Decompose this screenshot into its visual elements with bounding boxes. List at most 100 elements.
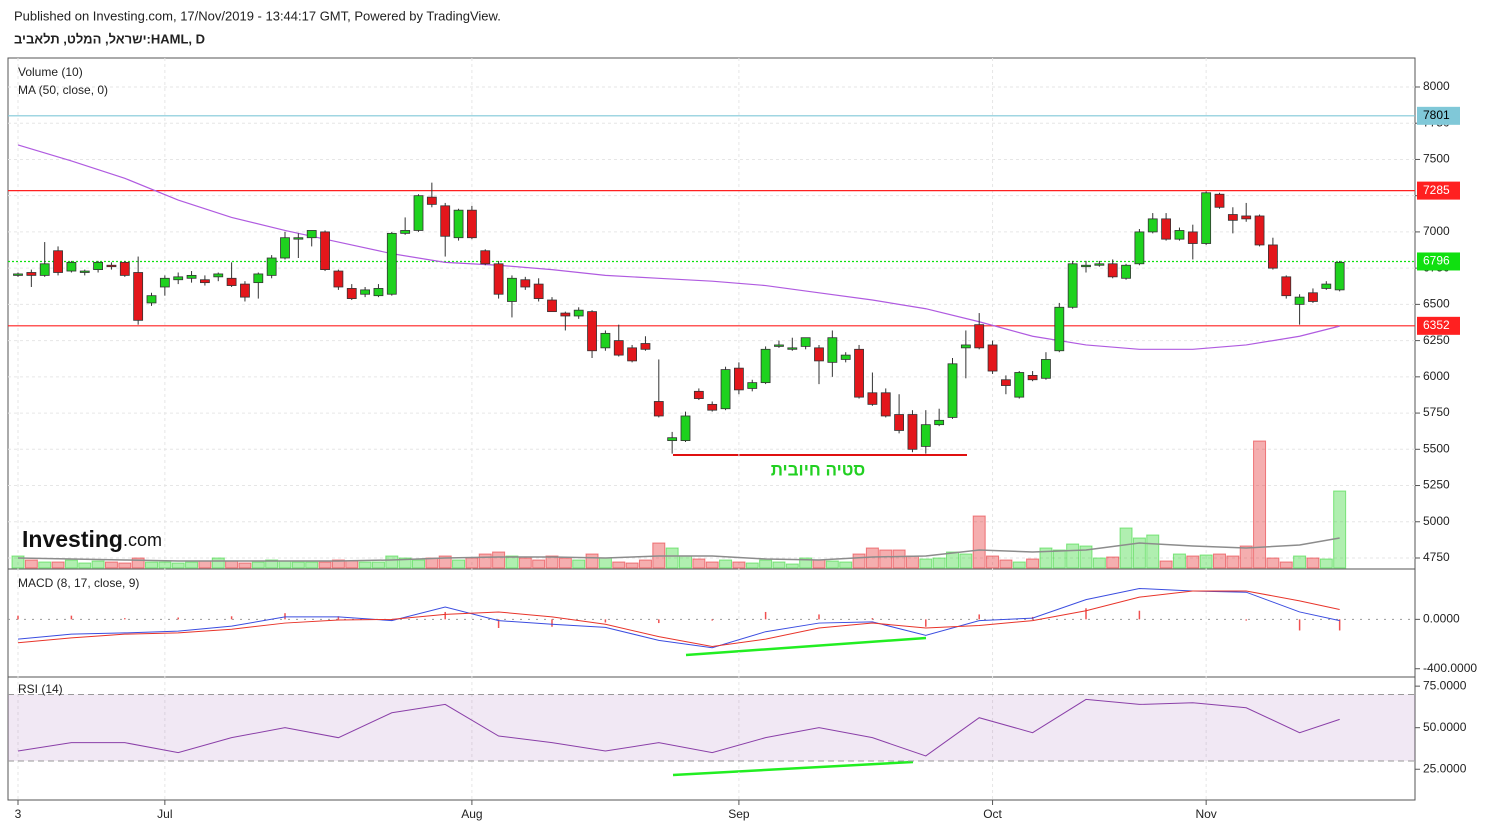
volume-bar bbox=[986, 555, 1000, 569]
volume-bar bbox=[1333, 490, 1347, 569]
volume-bar bbox=[412, 559, 425, 569]
pane-title: MACD (8, 17, close, 9) bbox=[18, 576, 139, 590]
volume-bar bbox=[999, 559, 1013, 569]
volume-bar bbox=[305, 561, 319, 569]
volume-bar bbox=[825, 560, 839, 569]
volume-bar bbox=[291, 561, 305, 569]
volume-bar bbox=[1026, 558, 1040, 569]
volume-bar bbox=[1119, 527, 1133, 569]
volume-bar bbox=[358, 561, 372, 569]
candle-body bbox=[1294, 296, 1305, 305]
volume-bar bbox=[158, 561, 172, 569]
volume-bar bbox=[1266, 557, 1280, 569]
candle-body bbox=[360, 289, 371, 295]
rsi-line bbox=[17, 698, 1340, 757]
volume-bar bbox=[425, 557, 439, 569]
volume-bar bbox=[705, 561, 719, 569]
candle-body bbox=[186, 274, 197, 279]
rsi-band bbox=[8, 694, 1415, 761]
candle-body bbox=[560, 312, 571, 317]
candle-body bbox=[53, 250, 63, 273]
volume-bar bbox=[692, 558, 706, 569]
volume-bar bbox=[745, 562, 759, 569]
candle-body bbox=[960, 344, 971, 349]
candle-body bbox=[1308, 292, 1318, 302]
volume-bar bbox=[238, 562, 252, 569]
volume-bar bbox=[331, 559, 345, 569]
candle-body bbox=[306, 230, 317, 239]
candle-body bbox=[346, 288, 357, 299]
volume-bar bbox=[278, 560, 292, 569]
volume-bar bbox=[905, 555, 919, 569]
candle-body bbox=[613, 340, 624, 356]
volume-bar bbox=[665, 547, 679, 569]
y-tick-label: 5000 bbox=[1423, 514, 1450, 528]
candle-body bbox=[1227, 214, 1238, 221]
x-tick-label: Aug bbox=[461, 807, 482, 821]
volume-bar bbox=[946, 551, 959, 569]
candle-body bbox=[533, 283, 544, 299]
volume-bar bbox=[198, 560, 212, 569]
candle-body bbox=[93, 261, 103, 270]
level-badge-label: 7285 bbox=[1423, 183, 1450, 197]
volume-bar bbox=[892, 549, 906, 569]
logo-suffix: .com bbox=[123, 530, 162, 550]
x-tick-label: Nov bbox=[1195, 807, 1216, 821]
volume-bar bbox=[131, 557, 145, 569]
volume-bar bbox=[211, 557, 225, 569]
volume-bar bbox=[919, 558, 933, 569]
candle-body bbox=[1001, 379, 1011, 386]
candle-body bbox=[787, 347, 798, 350]
candle-body bbox=[13, 273, 23, 276]
level-badge-label: 6352 bbox=[1423, 318, 1450, 332]
candle-body bbox=[1081, 264, 1091, 268]
candle-body bbox=[426, 196, 437, 205]
candle-body bbox=[440, 205, 451, 237]
volume-bar bbox=[719, 559, 733, 569]
y-tick-label: 75.0000 bbox=[1423, 678, 1467, 692]
volume-bar bbox=[51, 561, 65, 569]
volume-bar bbox=[24, 559, 38, 569]
candle-body bbox=[400, 230, 411, 234]
y-tick-label: 0.0000 bbox=[1423, 612, 1460, 626]
volume-bar bbox=[478, 553, 492, 569]
logo: Investing.com bbox=[22, 526, 162, 552]
candle-body bbox=[507, 277, 517, 302]
volume-bar bbox=[865, 547, 879, 569]
y-tick-label: 6250 bbox=[1423, 333, 1450, 347]
volume-bar bbox=[1052, 549, 1066, 569]
candle-body bbox=[707, 403, 718, 411]
candle-body bbox=[907, 414, 918, 450]
volume-bar bbox=[1319, 558, 1333, 569]
y-tick-label: 8000 bbox=[1423, 79, 1450, 93]
volume-bar bbox=[518, 557, 532, 569]
level-badge-label: 7801 bbox=[1423, 108, 1450, 122]
volume-bar bbox=[1226, 555, 1240, 569]
volume-bar bbox=[505, 555, 519, 569]
candle-body bbox=[827, 337, 838, 363]
candle-body bbox=[867, 392, 878, 405]
candle-body bbox=[1268, 244, 1278, 269]
legend-entry: Volume (10) bbox=[18, 65, 83, 79]
pane-title: RSI (14) bbox=[18, 682, 63, 696]
y-tick-label: -400.0000 bbox=[1423, 661, 1477, 675]
candle-body bbox=[119, 261, 130, 276]
volume-bar bbox=[225, 560, 239, 569]
volume-bar bbox=[1199, 554, 1213, 569]
volume-bar bbox=[1146, 534, 1160, 569]
volume-bar bbox=[465, 557, 479, 569]
candle-body bbox=[600, 332, 611, 349]
volume-bar bbox=[398, 557, 412, 569]
candle-body bbox=[800, 337, 811, 347]
volume-bar bbox=[385, 555, 399, 569]
volume-bar bbox=[78, 562, 92, 569]
volume-bar bbox=[1293, 555, 1307, 569]
candle-body bbox=[1201, 192, 1212, 244]
ma-line bbox=[17, 144, 1340, 350]
chart-frame bbox=[7, 57, 1416, 801]
candle-body bbox=[627, 347, 637, 362]
candle-body bbox=[520, 279, 531, 288]
symbol-title: ישראל, המלט, תלאביב:HAML, D bbox=[14, 31, 205, 46]
volume-bar bbox=[839, 561, 853, 569]
